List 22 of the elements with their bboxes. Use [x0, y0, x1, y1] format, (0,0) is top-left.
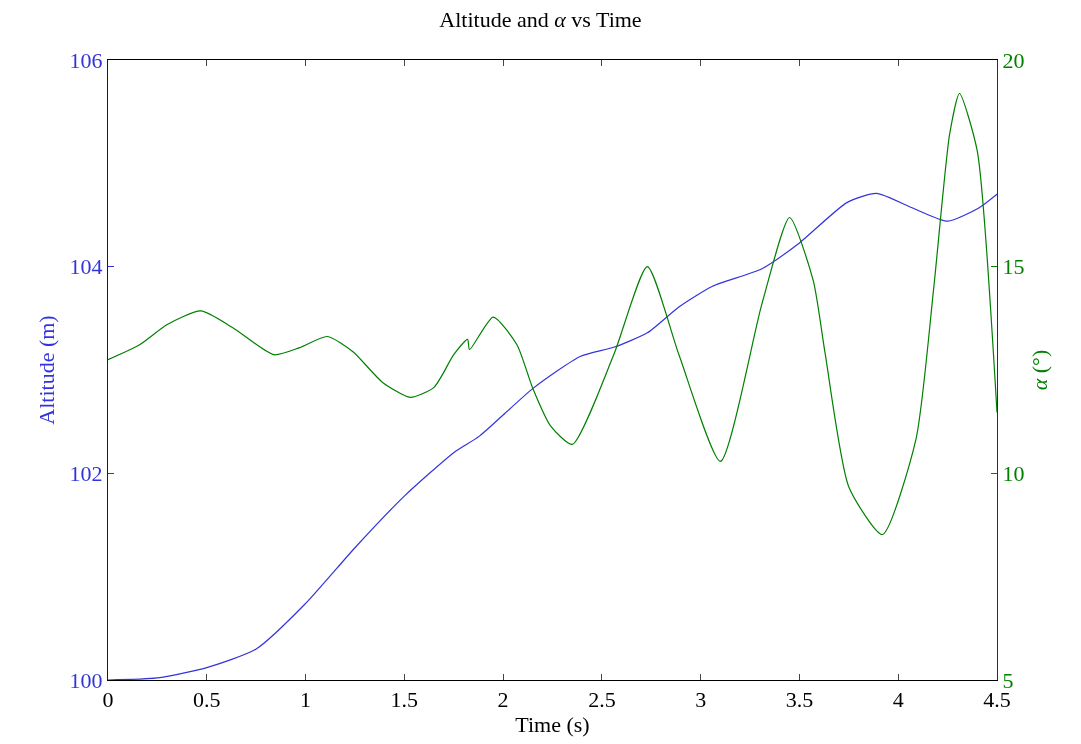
line-series [108, 92, 997, 536]
x-tick-label: 1.5 [390, 687, 419, 713]
x-axis-title: Time (s) [515, 712, 590, 738]
x-tick-label: 0.5 [193, 687, 221, 713]
x-tick-label: 2 [497, 687, 509, 713]
line-series [108, 192, 997, 680]
y-tick-label: 104 [69, 254, 103, 280]
y-tick-label: 102 [69, 461, 103, 487]
x-tick-label: 4 [892, 687, 904, 713]
y2-tick-label: 10 [1002, 461, 1025, 487]
chart-title: Altitude and α vs Time [439, 6, 642, 32]
y2-tick-label: 15 [1002, 254, 1025, 280]
y-tick-label: 106 [69, 47, 103, 73]
x-tick-label: 2.5 [588, 687, 616, 713]
x-tick-label: 0 [102, 687, 114, 713]
x-tick-label: 3 [695, 687, 707, 713]
x-tick-label: 3.5 [785, 687, 814, 713]
y2-tick-label: 20 [1002, 47, 1025, 73]
x-tick-label: 1 [300, 687, 312, 713]
y-tick-label: 100 [69, 667, 103, 693]
y-axis-title: Altitude (m) [34, 315, 60, 425]
y2-axis-title: α (°) [1027, 349, 1053, 391]
